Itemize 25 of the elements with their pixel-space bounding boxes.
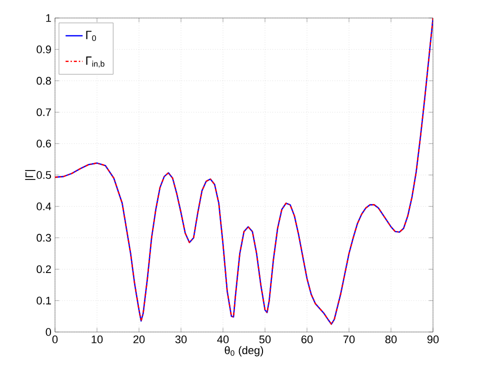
x-tick-label: 90 xyxy=(427,336,439,344)
y-tick-label: 0.1 xyxy=(36,296,51,304)
y-tick-label: 0 xyxy=(46,328,52,336)
x-tick-label: 60 xyxy=(301,336,313,344)
x-tick-label: 70 xyxy=(343,336,355,344)
legend-label: Γ$_{0}$ xyxy=(86,30,96,41)
y-tick-label: 0.2 xyxy=(36,265,51,274)
legend-label: Γ$_{in,b}$ xyxy=(86,56,104,68)
x-tick-label: 80 xyxy=(385,336,397,344)
y-tick-label: 0.8 xyxy=(36,76,51,85)
y-tick-label: 1 xyxy=(46,14,51,22)
y-tick-label: 0.3 xyxy=(36,234,51,242)
x-axis-title: θ$_{0}$ (deg) xyxy=(224,346,264,356)
y-tick-label: 0.9 xyxy=(36,46,51,54)
y-tick-label: 0.6 xyxy=(36,140,51,148)
y-tick-label: 0.5 xyxy=(36,171,52,179)
x-tick-label: 20 xyxy=(133,336,145,344)
x-tick-label: 10 xyxy=(92,336,103,344)
x-tick-label: 30 xyxy=(175,336,187,344)
y-tick-label: 0.4 xyxy=(36,202,52,210)
x-tick-label: 0 xyxy=(52,336,58,344)
y-tick-label: 0.7 xyxy=(36,108,51,116)
x-tick-label: 50 xyxy=(259,336,271,344)
y-axis-title: |Γ| xyxy=(25,170,36,180)
x-tick-label: 40 xyxy=(217,336,229,344)
